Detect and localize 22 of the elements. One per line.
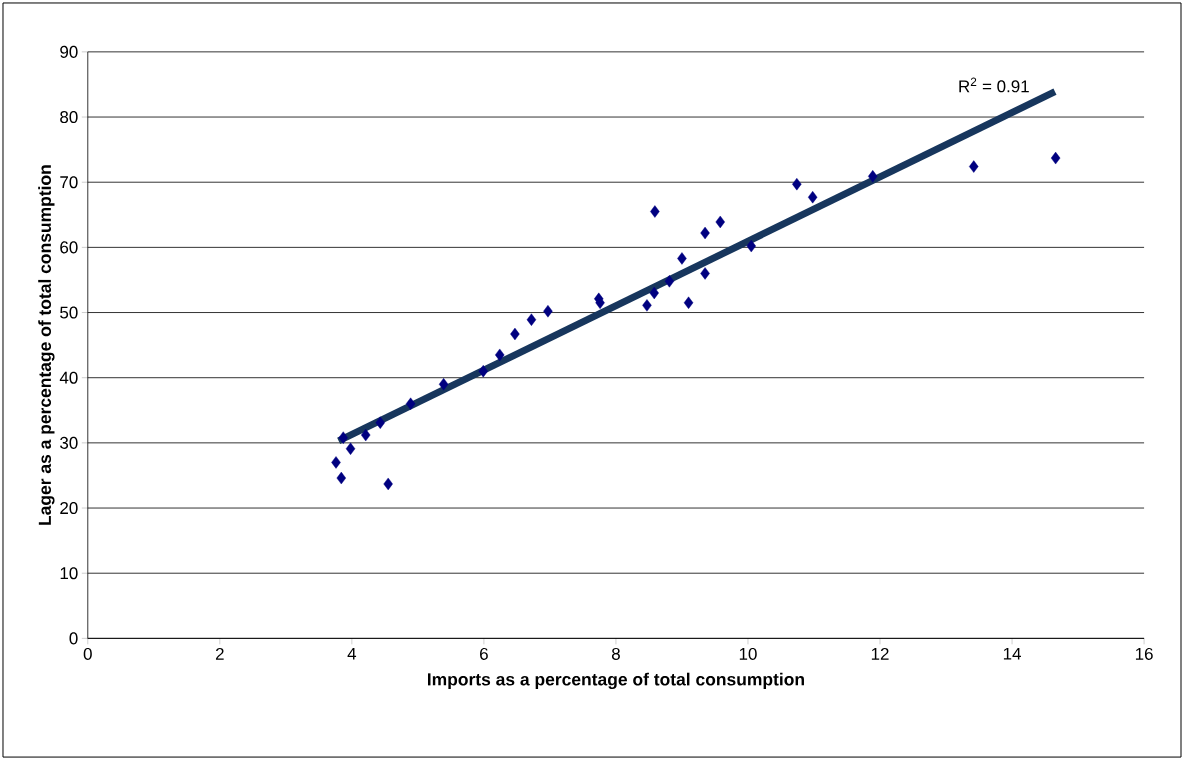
x-tick-label: 0 bbox=[83, 647, 92, 660]
x-tick-label: 10 bbox=[739, 647, 757, 660]
y-tick-label: 90 bbox=[60, 45, 78, 58]
x-tick-label: 4 bbox=[347, 647, 357, 660]
y-tick-label: 50 bbox=[60, 306, 78, 319]
y-tick-label: 80 bbox=[60, 111, 78, 124]
x-axis-title: Imports as a percentage of total consumption bbox=[427, 672, 804, 690]
x-tick-label: 2 bbox=[215, 647, 224, 660]
x-tick-label: 14 bbox=[1003, 647, 1021, 660]
y-axis-title: Lager as a percentage of total consumption bbox=[38, 165, 55, 525]
y-tick-label: 40 bbox=[59, 371, 78, 384]
annotation: R$^{2}$ = 0.91 bbox=[959, 77, 1029, 93]
y-tick-label: 20 bbox=[60, 502, 78, 515]
x-tick-label: 12 bbox=[871, 647, 889, 660]
y-tick-label: 60 bbox=[60, 241, 78, 254]
y-tick-label: 30 bbox=[60, 436, 78, 449]
x-tick-label: 6 bbox=[480, 647, 488, 660]
x-tick-label: 16 bbox=[1135, 647, 1153, 660]
y-tick-label: 70 bbox=[60, 176, 78, 189]
y-tick-label: 0 bbox=[69, 632, 78, 645]
y-tick-label: 10 bbox=[60, 567, 78, 580]
x-tick-label: 8 bbox=[611, 647, 620, 660]
